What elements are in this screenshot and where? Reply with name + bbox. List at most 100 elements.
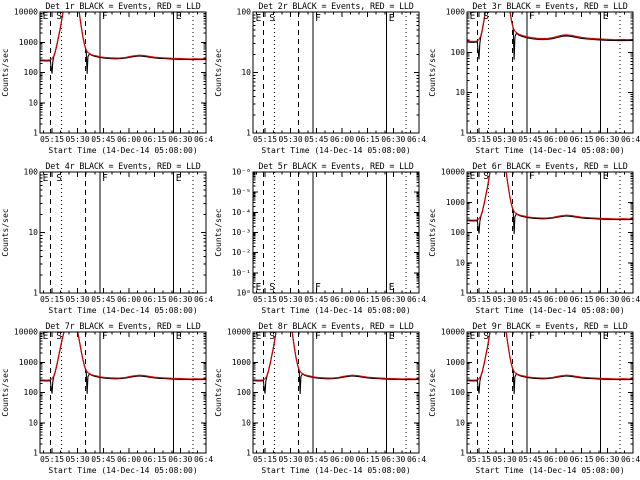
- chart-title: Det 4r BLACK = Events, RED = LLD: [45, 161, 200, 171]
- curve-lld: [466, 11, 633, 42]
- subplot-det-3r: ESFE05:1505:3005:4506:0006:1506:3006:451…: [427, 0, 640, 160]
- chart-svg-det-8r: ESFE05:1505:3005:4506:0006:1506:3006:451…: [214, 321, 426, 475]
- event-marker-F: F: [315, 13, 321, 24]
- annotation-vlines: [263, 172, 408, 293]
- y-tick-label: 1000: [232, 358, 251, 367]
- chart-svg-det-7r: ESFE05:1505:3005:4506:0006:1506:3006:451…: [1, 321, 213, 475]
- event-marker-E: E: [469, 171, 475, 182]
- x-tick-label: 06:15: [143, 455, 167, 464]
- curve-events: [466, 331, 633, 394]
- y-tick-label: 1: [33, 449, 38, 458]
- y-tick-label: 10000: [14, 328, 38, 337]
- annotation-vlines: [49, 172, 194, 293]
- y-tick-label: 1: [460, 449, 465, 458]
- y-tick-label: 10: [28, 98, 38, 107]
- x-tick-label: 05:30: [279, 455, 303, 464]
- event-marker-S: S: [270, 13, 276, 24]
- x-tick-label: 06:30: [382, 295, 406, 304]
- plot-frame: [252, 331, 420, 454]
- annotation-vlines: [263, 12, 408, 133]
- plot-frame: [466, 331, 634, 454]
- chart-title: Det 2r BLACK = Events, RED = LLD: [259, 1, 414, 11]
- curve-events: [40, 11, 207, 74]
- event-marker-F: F: [102, 331, 108, 342]
- event-marker-F: F: [315, 331, 321, 342]
- axis-ticks: [253, 171, 420, 294]
- subplot-det-6r: ESFE05:1505:3005:4506:0006:1506:3006:451…: [427, 160, 640, 320]
- event-marker-E: E: [256, 13, 262, 24]
- annotation-vlines: [263, 332, 408, 453]
- event-marker-F: F: [315, 282, 321, 293]
- y-tick-label: 10⁻⁴: [232, 208, 251, 217]
- event-marker-E: E: [602, 331, 608, 342]
- x-tick-label: 06:30: [168, 455, 192, 464]
- x-axis-label: Start Time (14-Dec-14 05:08:00): [262, 146, 411, 155]
- x-tick-label: 05:15: [253, 455, 277, 464]
- chart-title: Det 1r BLACK = Events, RED = LLD: [45, 1, 200, 11]
- plot-frame: [466, 11, 634, 134]
- x-axis-label: Start Time (14-Dec-14 05:08:00): [48, 466, 197, 475]
- y-axis-label: Counts/sec: [1, 208, 10, 256]
- x-tick-label: 06:15: [356, 295, 380, 304]
- y-tick-label: 10000: [441, 168, 465, 177]
- plot-frame: [39, 171, 207, 294]
- subplot-det-7r: ESFE05:1505:3005:4506:0006:1506:3006:451…: [0, 320, 213, 480]
- axis-ticks: [466, 11, 634, 134]
- event-marker-E: E: [389, 331, 395, 342]
- axis-ticks: [40, 11, 207, 134]
- x-tick-label: 06:00: [544, 295, 568, 304]
- x-tick-label: 06:45: [621, 295, 640, 304]
- chart-title: Det 5r BLACK = Events, RED = LLD: [259, 161, 414, 171]
- event-marker-S: S: [56, 11, 62, 22]
- y-tick-label: 10⁻³: [232, 228, 251, 237]
- x-tick-label: 05:15: [253, 295, 277, 304]
- y-tick-label: 100: [24, 388, 39, 397]
- axis-ticks: [40, 331, 207, 454]
- y-tick-label: 1: [33, 289, 38, 298]
- y-tick-label: 10⁻¹: [232, 268, 251, 277]
- plot-frame: [252, 11, 420, 134]
- x-tick-label: 06:45: [407, 455, 426, 464]
- plot-frame: [39, 331, 207, 454]
- y-tick-label: 1: [33, 129, 38, 138]
- y-tick-label: 10⁻⁵: [232, 188, 251, 197]
- chart-svg-det-2r: ESFE05:1505:3005:4506:0006:1506:3006:451…: [214, 1, 426, 155]
- y-tick-label: 1000: [445, 198, 464, 207]
- y-tick-label: 10: [242, 418, 252, 427]
- x-tick-label: 06:00: [330, 455, 354, 464]
- curve-lld: [466, 331, 633, 381]
- y-axis-label: Counts/sec: [214, 208, 223, 256]
- event-marker-E: E: [389, 13, 395, 24]
- event-marker-S: S: [270, 331, 276, 342]
- y-tick-label: 10: [242, 68, 252, 77]
- y-tick-label: 1: [460, 289, 465, 298]
- x-tick-label: 05:15: [40, 295, 64, 304]
- x-tick-label: 06:15: [569, 135, 593, 144]
- event-marker-F: F: [102, 11, 108, 22]
- x-tick-label: 06:45: [621, 455, 640, 464]
- x-axis-label: Start Time (14-Dec-14 05:08:00): [475, 306, 624, 315]
- annotation-vlines: [49, 332, 194, 453]
- y-tick-label: 100: [450, 48, 465, 57]
- x-tick-label: 06:45: [407, 135, 426, 144]
- x-tick-label: 05:15: [253, 135, 277, 144]
- y-tick-label: 100: [237, 8, 252, 17]
- event-marker-F: F: [102, 173, 108, 184]
- plot-frame: [252, 171, 420, 294]
- x-axis-label: Start Time (14-Dec-14 05:08:00): [475, 466, 624, 475]
- y-tick-label: 10: [28, 228, 38, 237]
- x-tick-label: 05:30: [66, 135, 90, 144]
- event-marker-S: S: [483, 331, 489, 342]
- x-axis-label: Start Time (14-Dec-14 05:08:00): [262, 306, 411, 315]
- chart-svg-det-9r: ESFE05:1505:3005:4506:0006:1506:3006:451…: [428, 321, 640, 475]
- x-tick-label: 05:30: [492, 295, 516, 304]
- event-marker-E: E: [602, 171, 608, 182]
- y-axis-label: Counts/sec: [214, 48, 223, 96]
- chart-svg-det-3r: ESFE05:1505:3005:4506:0006:1506:3006:451…: [428, 1, 640, 155]
- y-tick-label: 10⁻⁶: [232, 168, 251, 177]
- event-marker-E: E: [256, 331, 262, 342]
- y-tick-label: 10000: [441, 328, 465, 337]
- x-tick-label: 06:00: [117, 295, 141, 304]
- x-tick-label: 06:30: [168, 295, 192, 304]
